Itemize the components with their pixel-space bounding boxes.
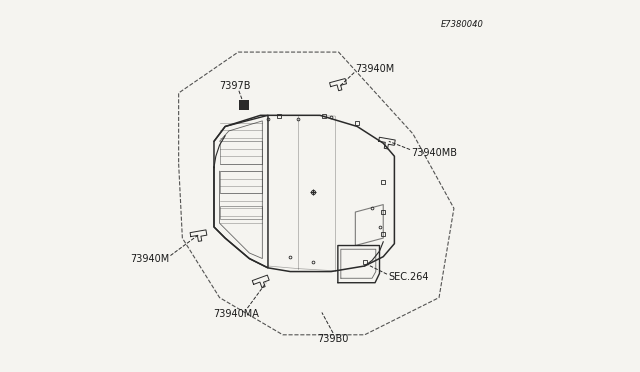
Bar	[220, 141, 262, 164]
Text: 73940MB: 73940MB	[411, 148, 457, 157]
Text: 73940M: 73940M	[355, 64, 395, 74]
Text: E7380040: E7380040	[441, 20, 484, 29]
Bar	[239, 100, 250, 110]
Bar	[220, 206, 262, 219]
Text: 739B0: 739B0	[317, 334, 349, 343]
Bar	[220, 171, 262, 193]
Text: 7397B: 7397B	[219, 81, 250, 90]
Text: 73940MA: 73940MA	[213, 310, 259, 319]
Text: 73940M: 73940M	[130, 254, 170, 263]
Text: SEC.264: SEC.264	[389, 272, 429, 282]
